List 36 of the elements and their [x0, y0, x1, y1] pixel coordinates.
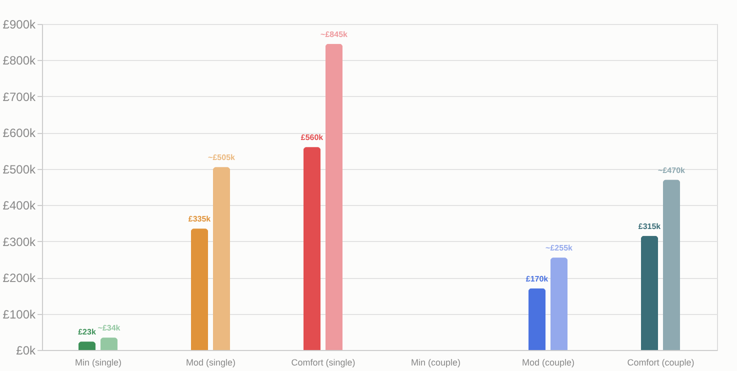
data-label: ~£845k — [320, 30, 348, 39]
x-tick-label: Min (single) — [74, 358, 122, 368]
x-tick-label: Mod (single) — [186, 358, 236, 368]
y-tick-label: £800k — [2, 54, 36, 68]
data-label: £315k — [638, 222, 662, 231]
data-label: £170k — [526, 274, 549, 284]
data-label: ~£34k — [98, 324, 121, 333]
x-tick-label: Mod (couple) — [522, 358, 575, 368]
y-tick-label: £100k — [2, 307, 36, 322]
y-tick-label: £300k — [2, 234, 36, 249]
bar — [191, 228, 208, 350]
data-label: £23k — [78, 328, 96, 337]
data-label: ~£470k — [658, 166, 686, 175]
x-tick-label: Comfort (single) — [291, 358, 356, 368]
bar — [100, 338, 118, 350]
bar — [663, 180, 680, 350]
bar — [550, 258, 568, 350]
data-label: £335k — [188, 214, 212, 224]
x-tick-label: Comfort (couple) — [627, 358, 694, 368]
bar — [528, 288, 546, 350]
data-label: ~£255k — [546, 244, 574, 253]
bar — [326, 44, 342, 350]
x-tick-label: Min (couple) — [410, 358, 461, 368]
y-tick-label: £700k — [2, 90, 36, 104]
data-label: ~£505k — [208, 153, 236, 162]
bar — [78, 342, 96, 350]
data-label: £560k — [300, 133, 324, 142]
y-tick-label: £900k — [2, 18, 36, 32]
bar — [304, 147, 320, 350]
y-tick-label: £500k — [2, 162, 36, 176]
y-tick-label: £600k — [2, 126, 36, 140]
y-tick-label: £400k — [2, 198, 36, 213]
bar — [641, 236, 658, 350]
y-tick-label: £200k — [2, 271, 36, 286]
y-tick-label: £0k — [16, 344, 36, 358]
bar — [213, 167, 230, 350]
